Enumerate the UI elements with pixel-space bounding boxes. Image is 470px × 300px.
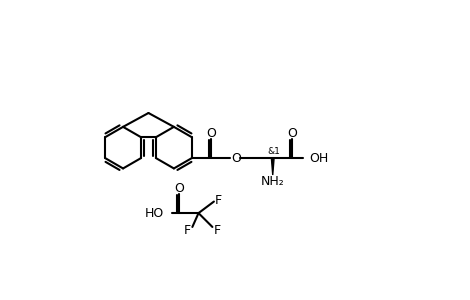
Text: O: O: [287, 127, 297, 140]
Text: NH₂: NH₂: [261, 175, 285, 188]
Text: O: O: [231, 152, 241, 164]
Polygon shape: [271, 158, 274, 175]
Text: &1: &1: [268, 147, 281, 156]
Text: O: O: [206, 127, 216, 140]
Text: F: F: [215, 194, 222, 206]
Text: F: F: [184, 224, 191, 237]
Text: O: O: [174, 182, 184, 195]
Text: HO: HO: [145, 207, 164, 220]
Text: OH: OH: [309, 152, 328, 164]
Text: F: F: [213, 224, 220, 237]
